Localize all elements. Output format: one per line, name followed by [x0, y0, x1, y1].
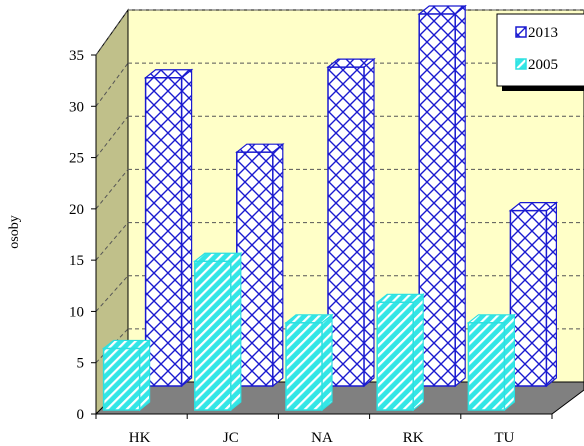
bars: [101, 4, 559, 412]
y-tick-label: 10: [69, 304, 84, 320]
legend-swatch-2005: [515, 58, 527, 70]
y-tick-label: 30: [69, 99, 84, 115]
y-axis-label: osoby: [7, 215, 22, 248]
bar-2013-TU: [508, 201, 559, 388]
bar-2005-HK: [101, 339, 152, 412]
y-axis: 0 5 10 15 20 25 30 35: [69, 48, 97, 423]
bar-2013-NA: [326, 57, 376, 388]
gridline-side: [95, 9, 129, 56]
legend: 2013 2005: [496, 13, 584, 91]
bar-2013-JC: [235, 142, 285, 388]
x-tick-label: HK: [129, 430, 151, 446]
legend-swatch-2013: [515, 26, 527, 38]
gridline-side: [95, 62, 129, 107]
gridline-side: [95, 169, 129, 210]
gridline-side: [95, 275, 129, 312]
legend-label-2005: 2005: [528, 57, 558, 73]
y-tick-label: 35: [69, 48, 84, 64]
x-tick-label: RK: [403, 430, 424, 446]
bar-2005-NA: [284, 313, 334, 412]
gridline-side: [95, 115, 129, 158]
y-tick-label: 5: [77, 356, 85, 372]
y-tick-label: 20: [69, 202, 84, 218]
legend-label-2013: 2013: [528, 25, 558, 41]
x-tick-label: JC: [223, 430, 239, 446]
x-tick-label: NA: [311, 430, 333, 446]
bar-2013-HK: [143, 68, 194, 388]
y-tick-label: 0: [77, 407, 85, 423]
y-tick-label: 15: [69, 253, 84, 269]
gridline-side: [95, 222, 129, 261]
x-axis: HK JC NA RK TU: [95, 413, 553, 446]
bar-2005-TU: [466, 313, 517, 412]
y-tick-label: 25: [69, 151, 84, 167]
bar-2005-JC: [193, 252, 243, 412]
bar-2005-RK: [375, 293, 425, 412]
x-tick-label: TU: [494, 430, 514, 446]
bar-2013-RK: [417, 4, 467, 388]
